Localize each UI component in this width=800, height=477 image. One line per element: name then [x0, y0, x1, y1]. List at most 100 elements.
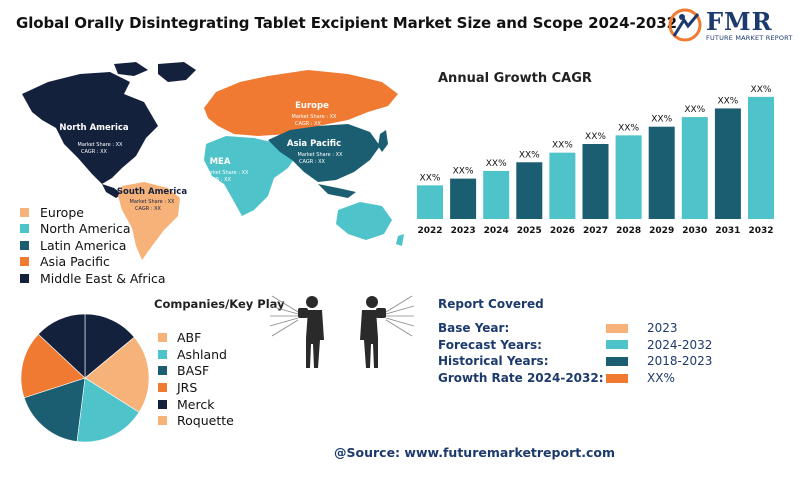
legend-label: Middle East & Africa — [40, 270, 166, 286]
legend-swatch — [158, 416, 167, 426]
legend-item-middle-east-africa: Middle East & Africa — [20, 270, 166, 287]
svg-text:CAGR : XX: CAGR : XX — [81, 149, 107, 155]
pie-slice-merck — [84, 313, 135, 379]
bar-data-label: XX% — [519, 150, 540, 160]
report-label: Base Year: — [438, 321, 510, 336]
report-value: 2024-2032 — [647, 337, 713, 352]
companies-pie-chart — [20, 313, 150, 443]
report-covered-list: Base Year: 2023 Forecast Years: 2024-203… — [438, 320, 778, 386]
pie-slice-ashland — [76, 377, 140, 443]
svg-text:Market Share : XX: Market Share : XX — [204, 170, 249, 176]
region-legend: Europe North America Latin America Asia … — [20, 204, 166, 287]
companies-title: Companies/Key Play — [154, 297, 285, 311]
bar-2026 — [549, 152, 576, 219]
bar-data-label: XX% — [651, 115, 672, 125]
report-value: 2023 — [647, 321, 678, 336]
bar-2028 — [615, 135, 642, 219]
bar-data-label: XX% — [486, 159, 507, 169]
legend-swatch — [158, 382, 167, 392]
map-europe — [204, 70, 398, 136]
legend-swatch — [158, 349, 167, 359]
legend-label: BASF — [177, 363, 210, 379]
legend-swatch — [20, 257, 29, 267]
legend-label: Latin America — [40, 237, 127, 253]
legend-item-asia-pacific: Asia Pacific — [20, 254, 166, 271]
legend-label: Ashland — [177, 346, 227, 362]
report-row-forecast-years: Forecast Years: 2024-2032 — [438, 337, 778, 354]
map-mea — [204, 136, 296, 216]
fmr-logo: FMR FUTURE MARKET REPORT — [668, 6, 792, 46]
map-label-mea: MEA Market Share : XX CAGR : XX — [204, 157, 249, 183]
svg-text:MEA: MEA — [210, 157, 231, 167]
legend-item-latin-america: Latin America — [20, 237, 166, 254]
report-label: Historical Years: — [438, 354, 549, 369]
pie-slice-jrs — [20, 333, 86, 399]
map-australia — [336, 202, 392, 240]
bar-chart-title: Annual Growth CAGR — [438, 71, 592, 86]
bar-data-label: XX% — [717, 96, 738, 106]
legend-item-abf: ABF — [158, 329, 234, 346]
legend-swatch — [158, 399, 167, 409]
x-tick-label: 2030 — [682, 226, 707, 236]
report-swatch — [606, 356, 628, 366]
svg-text:Asia Pacific: Asia Pacific — [287, 139, 341, 149]
bar-data-label: XX% — [684, 105, 705, 115]
source-text: @Source: www.futuremarketreport.com — [334, 445, 615, 460]
report-swatch — [606, 340, 628, 350]
report-label: Forecast Years: — [438, 337, 542, 352]
logo-subtitle: FUTURE MARKET REPORT — [706, 34, 793, 42]
company-legend: ABF Ashland BASF JRS Merck Roquette — [158, 329, 234, 429]
bar-2032 — [748, 96, 774, 219]
legend-item-north-america: North America — [20, 221, 166, 238]
logo-emblem-icon — [668, 8, 702, 42]
legend-label: JRS — [177, 379, 198, 395]
svg-text:Market Share : XX: Market Share : XX — [78, 142, 123, 148]
legend-swatch — [20, 273, 29, 283]
report-swatch — [606, 323, 628, 333]
bar-data-label: XX% — [585, 132, 606, 142]
legend-item-basf: BASF — [158, 362, 234, 379]
legend-item-jrs: JRS — [158, 379, 234, 396]
map-label-north-america: North America Market Share : XX CAGR : X… — [59, 123, 129, 155]
legend-item-europe: Europe — [20, 204, 166, 221]
legend-item-merck: Merck — [158, 396, 234, 413]
binocular-figures-icon — [269, 295, 415, 368]
map-north-america — [22, 72, 158, 184]
svg-text:CAGR : XX: CAGR : XX — [205, 177, 231, 183]
bar-2022 — [417, 185, 443, 219]
bar-2023 — [450, 178, 477, 219]
x-tick-label: 2026 — [550, 226, 575, 236]
legend-label: Asia Pacific — [40, 254, 110, 270]
bar-2025 — [516, 162, 543, 219]
legend-label: Roquette — [177, 413, 234, 429]
bar-2029 — [648, 126, 675, 219]
svg-text:Market Share : XX: Market Share : XX — [292, 114, 337, 120]
bar-2031 — [714, 108, 741, 219]
legend-label: ABF — [177, 329, 202, 345]
x-tick-label: 2027 — [583, 226, 608, 236]
report-row-growth-rate: Growth Rate 2024-2032: XX% — [438, 370, 778, 387]
report-value: 2018-2023 — [647, 354, 713, 369]
bar-2027 — [582, 144, 609, 219]
legend-swatch — [20, 224, 29, 234]
legend-item-ashland: Ashland — [158, 346, 234, 363]
report-value: XX% — [647, 371, 675, 386]
x-tick-label: 2025 — [517, 226, 542, 236]
report-row-base-year: Base Year: 2023 — [438, 320, 778, 337]
bar-data-label: XX% — [751, 85, 772, 95]
report-label: Growth Rate 2024-2032: — [438, 371, 604, 386]
bar-2024 — [483, 170, 510, 219]
legend-swatch — [20, 240, 29, 250]
map-label-south-america: South America Market Share : XX CAGR : X… — [117, 187, 187, 212]
svg-text:CAGR : XX: CAGR : XX — [299, 159, 325, 165]
x-tick-label: 2024 — [484, 226, 509, 236]
x-tick-label: 2023 — [451, 226, 476, 236]
bar-chart: XX% 2022 XX% 2023 XX% 2024 XX% 2025 XX% 2026 XX% 20… — [417, 85, 774, 236]
bar-data-label: XX% — [552, 141, 573, 151]
logo-text: FMR — [706, 7, 773, 36]
legend-swatch — [20, 207, 29, 217]
x-tick-label: 2031 — [715, 226, 740, 236]
svg-text:CAGR : XX: CAGR : XX — [135, 206, 161, 212]
x-tick-label: 2032 — [748, 226, 773, 236]
pie-slice-abf — [37, 313, 86, 379]
